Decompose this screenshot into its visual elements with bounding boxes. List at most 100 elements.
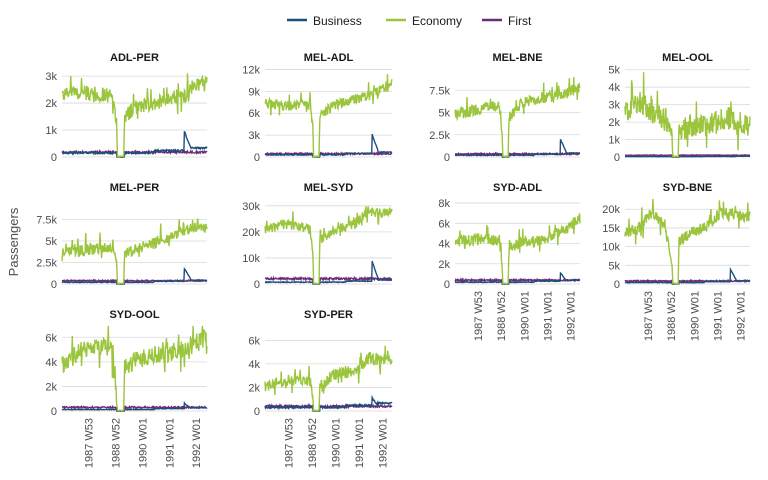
- series-line-economy: [264, 345, 393, 412]
- y-tick-label: 8k: [438, 198, 450, 210]
- series-line-business: [264, 394, 393, 412]
- panel-syd-bne: SYD-BNE 0 5k 10k 15k 20k 1987 W53 1988 W52 1990 …: [602, 182, 751, 341]
- panel-title: SYD-PER: [304, 309, 353, 321]
- panels: ADL-PER 0 1k 2k 3k MEL-ADL 0 3k 6k 9k 12k MEL-BNE 0 2…: [36, 52, 751, 468]
- series-line-first: [624, 153, 751, 158]
- panel-syd-per: SYD-PER 0 2k 4k 6k 1987 W53 1988 W52 1990 W01 19…: [248, 309, 393, 468]
- x-tick-label: 1987 W53: [283, 418, 295, 468]
- series-line-economy: [61, 73, 208, 159]
- series-line-business: [264, 260, 392, 285]
- y-tick-label: 3k: [608, 100, 620, 112]
- y-axis-title: Passengers: [6, 207, 21, 276]
- y-tick-label: 0: [254, 279, 260, 291]
- series-line-first: [61, 278, 208, 285]
- x-tick-label: 1992 W01: [378, 418, 390, 468]
- x-tick-label: 1991 W01: [543, 291, 555, 341]
- y-tick-label: 30k: [242, 201, 260, 213]
- y-tick-label: 0: [614, 279, 620, 291]
- y-tick-label: 10k: [242, 253, 260, 265]
- y-tick-label: 4k: [438, 239, 450, 251]
- legend-item-business: Business: [287, 14, 362, 28]
- y-tick-label: 10k: [602, 242, 620, 254]
- y-tick-label: 0: [51, 279, 57, 291]
- y-tick-label: 6k: [248, 108, 260, 120]
- y-tick-label: 2k: [45, 381, 57, 393]
- series-line-first: [264, 275, 393, 285]
- series-line-economy: [61, 218, 208, 285]
- y-tick-label: 3k: [45, 71, 57, 83]
- series-line-economy: [264, 205, 393, 285]
- y-tick-label: 0: [254, 406, 260, 418]
- panel-adl-per: ADL-PER 0 1k 2k 3k: [45, 52, 208, 164]
- x-tick-label: 1987 W53: [643, 291, 655, 341]
- x-tick-label: 1988 W52: [307, 418, 319, 468]
- y-tick-label: 4k: [608, 82, 620, 94]
- legend-label: Economy: [412, 14, 462, 28]
- legend-item-economy: Economy: [386, 14, 462, 28]
- y-tick-label: 6k: [248, 335, 260, 347]
- x-tick-label: 1987 W53: [84, 418, 96, 468]
- y-tick-label: 2k: [248, 382, 260, 394]
- y-tick-label: 0: [51, 406, 57, 418]
- x-tick-label: 1990 W01: [520, 291, 532, 341]
- y-tick-label: 0: [614, 152, 620, 164]
- y-tick-label: 3k: [248, 130, 260, 142]
- legend-item-first: First: [482, 14, 532, 28]
- x-tick-label: 1988 W52: [496, 291, 508, 341]
- series-line-economy: [61, 325, 208, 412]
- legend-label: Business: [313, 14, 362, 28]
- panel-syd-ool: SYD-OOL 0 2k 4k 6k 1987 W53 1988 W52 1990 W01 19…: [45, 309, 208, 468]
- series-line-business: [264, 134, 393, 158]
- x-tick-label: 1987 W53: [473, 291, 485, 341]
- y-tick-label: 4k: [248, 359, 260, 371]
- panel-mel-adl: MEL-ADL 0 3k 6k 9k 12k: [242, 52, 393, 164]
- y-tick-label: 0: [444, 279, 450, 291]
- x-tick-label: 1992 W01: [566, 291, 578, 341]
- panel-mel-ool: MEL-OOL 0 1k 2k 3k 4k 5k: [608, 52, 751, 164]
- series-line-business: [455, 139, 580, 158]
- series-line-business: [454, 271, 581, 285]
- series-line-business: [625, 155, 751, 158]
- series-line-business: [61, 130, 208, 158]
- series-line-economy: [264, 73, 393, 159]
- y-tick-label: 6k: [45, 332, 57, 344]
- x-tick-label: 1990 W01: [331, 418, 343, 468]
- y-tick-label: 4k: [45, 357, 57, 369]
- x-tick-label: 1988 W52: [666, 291, 678, 341]
- panel-title: MEL-SYD: [304, 182, 354, 194]
- panel-syd-adl: SYD-ADL 0 2k 4k 6k 8k 1987 W53 1988 W52 1990 W01…: [438, 182, 581, 341]
- y-tick-label: 15k: [602, 223, 620, 235]
- y-tick-label: 5k: [438, 108, 450, 120]
- x-tick-label: 1992 W01: [736, 291, 748, 341]
- panel-mel-per: MEL-PER 0 2.5k 5k 7.5k: [36, 182, 208, 291]
- series-line-business: [624, 267, 751, 285]
- panel-mel-bne: MEL-BNE 0 2.5k 5k 7.5k: [429, 52, 581, 164]
- series-line-first: [61, 404, 208, 412]
- y-tick-label: 0: [254, 152, 260, 164]
- y-tick-label: 1k: [608, 135, 620, 147]
- panel-title: MEL-OOL: [662, 52, 713, 64]
- y-tick-label: 5k: [45, 236, 57, 248]
- y-tick-label: 2k: [608, 117, 620, 129]
- x-tick-label: 1991 W01: [354, 418, 366, 468]
- y-tick-label: 1k: [45, 125, 57, 137]
- y-tick-label: 12k: [242, 64, 260, 76]
- y-tick-label: 2.5k: [429, 130, 450, 142]
- y-tick-label: 2k: [45, 98, 57, 110]
- panel-title: MEL-ADL: [304, 52, 354, 64]
- y-tick-label: 0: [444, 152, 450, 164]
- y-tick-label: 5k: [608, 65, 620, 77]
- y-tick-label: 7.5k: [36, 215, 57, 227]
- y-tick-label: 20k: [242, 227, 260, 239]
- x-tick-label: 1991 W01: [713, 291, 725, 341]
- panel-title: SYD-ADL: [493, 182, 542, 194]
- series-line-economy: [624, 72, 751, 159]
- panel-title: ADL-PER: [110, 52, 159, 64]
- panel-title: MEL-BNE: [492, 52, 542, 64]
- x-tick-label: 1988 W52: [110, 418, 122, 468]
- panel-title: MEL-PER: [110, 182, 160, 194]
- legend-label: First: [508, 14, 532, 28]
- series-line-business: [61, 400, 208, 412]
- series-line-economy: [454, 77, 581, 159]
